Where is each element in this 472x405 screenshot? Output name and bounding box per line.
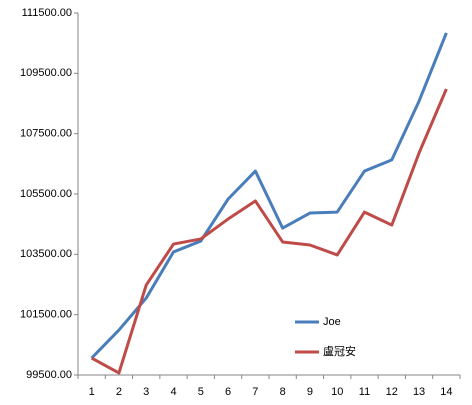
y-tick-label: 103500.00: [20, 248, 72, 260]
x-tick-label: 5: [198, 386, 204, 398]
x-tick-label: 10: [331, 386, 343, 398]
x-tick-label: 12: [386, 386, 398, 398]
y-tick-label: 109500.00: [20, 67, 72, 79]
x-tick-label: 8: [280, 386, 286, 398]
y-tick-label: 99500.00: [26, 369, 72, 381]
x-tick-label: 11: [359, 386, 370, 398]
y-tick-label: 105500.00: [20, 188, 72, 200]
x-tick-label: 4: [170, 386, 176, 398]
x-tick-label: 6: [225, 386, 231, 398]
legend-label: 盧冠安: [323, 344, 356, 358]
y-tick-label: 111500.00: [22, 7, 72, 19]
x-tick-label: 14: [440, 386, 452, 398]
data-line: [90, 88, 448, 375]
x-tick-label: 1: [89, 386, 95, 398]
x-tick-label: 3: [143, 386, 149, 398]
x-tick-label: 13: [413, 386, 425, 398]
x-tick-label: 2: [116, 386, 122, 398]
x-tick-label: 7: [252, 386, 258, 398]
x-tick-label: 9: [307, 386, 313, 398]
y-tick-label: 101500.00: [20, 309, 72, 321]
legend-label: Joe: [323, 316, 341, 328]
y-tick-label: 107500.00: [20, 128, 72, 140]
data-line: [90, 32, 448, 360]
